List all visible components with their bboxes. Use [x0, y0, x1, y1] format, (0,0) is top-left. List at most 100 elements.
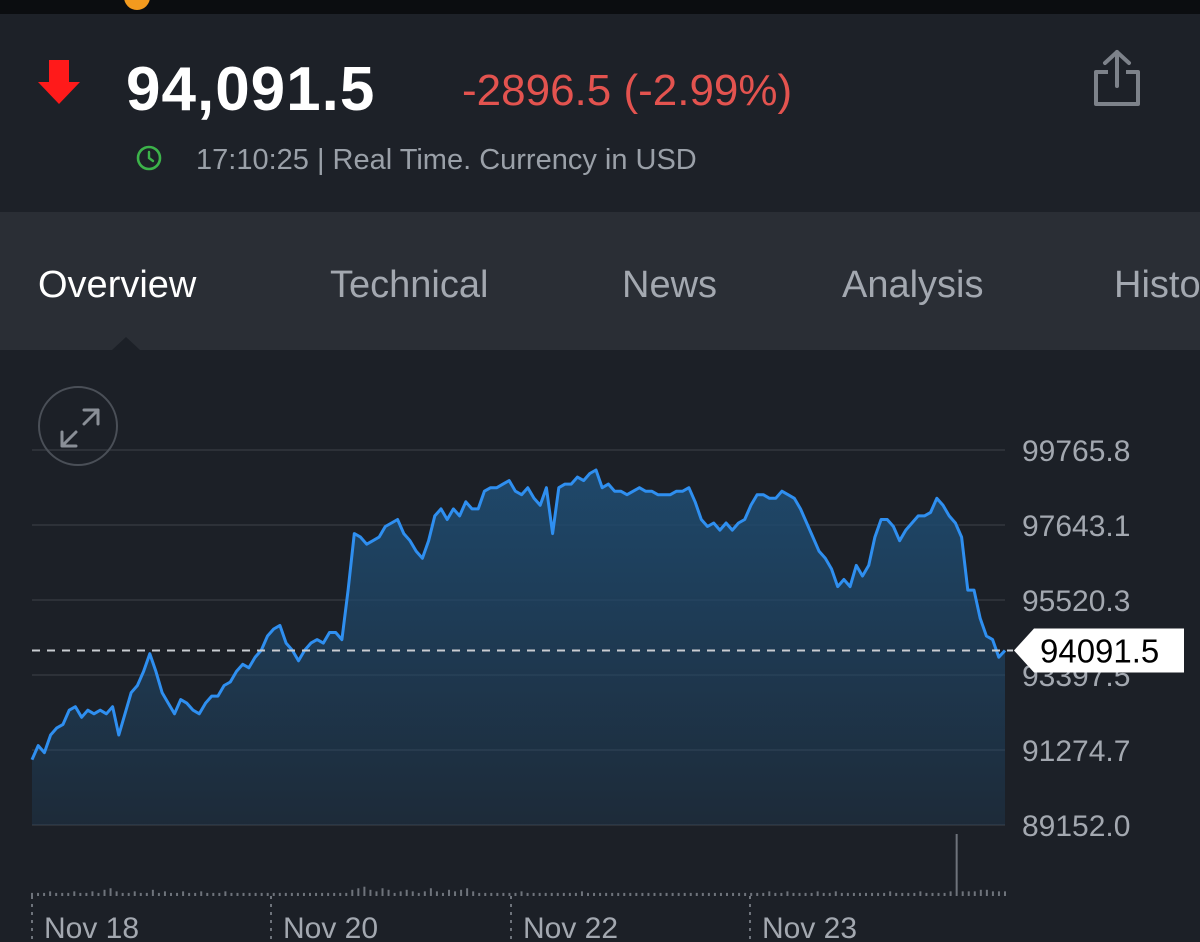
volume-bar: [919, 891, 922, 896]
volume-bar: [961, 891, 964, 896]
price-series-line: [30, 468, 1007, 761]
status-strip: [0, 0, 1200, 14]
volume-bar: [139, 892, 142, 896]
volume-bar: [466, 888, 469, 896]
volume-bar: [756, 892, 759, 896]
volume-bar: [315, 892, 318, 896]
volume-bar: [635, 892, 638, 896]
volume-bar: [266, 892, 269, 896]
volume-bar: [780, 892, 783, 896]
price-change: -2896.5 (-2.99%): [462, 66, 793, 115]
volume-bar: [726, 892, 728, 896]
volume-bar: [200, 891, 203, 896]
volume-bar: [514, 892, 517, 896]
y-tick-label: 97643.1: [1022, 510, 1130, 543]
volume-bar: [532, 892, 535, 896]
volume-bar: [973, 891, 976, 896]
volume-bar: [629, 892, 632, 896]
volume-bar: [194, 892, 197, 896]
expand-chart-button[interactable]: [38, 386, 118, 466]
volume-bar: [665, 892, 668, 896]
y-tick-label: 99765.8: [1022, 435, 1130, 468]
volume-bar: [176, 892, 179, 896]
volume-bar: [97, 892, 100, 896]
clock-icon: [136, 145, 162, 171]
volume-bar: [556, 892, 559, 896]
arrow-down-icon: [38, 60, 80, 104]
volume-bar: [979, 889, 982, 896]
volume-bar: [472, 891, 475, 896]
volume-bar: [738, 892, 741, 896]
volume-bar: [562, 892, 565, 896]
x-tick-label: Nov 22: [523, 912, 618, 942]
volume-bar: [587, 892, 589, 896]
volume-bar: [949, 891, 952, 896]
tab-news[interactable]: News: [622, 264, 718, 306]
volume-bar: [834, 891, 837, 896]
volume-bar: [520, 891, 523, 896]
volume-bar: [701, 892, 704, 896]
volume-bar: [127, 892, 130, 896]
x-tick-label: Nov 23: [762, 912, 857, 942]
volume-bar: [278, 892, 281, 896]
active-tab-pointer: [112, 337, 140, 350]
volume-bar: [937, 892, 940, 896]
price-chart[interactable]: 99765.897643.195520.393397.591274.789152…: [0, 350, 1200, 942]
volume-bar: [67, 892, 70, 896]
volume-bar: [798, 892, 801, 896]
volume-bar: [925, 892, 928, 896]
volume-bar: [617, 892, 620, 896]
tab-analysis[interactable]: Analysis: [842, 264, 984, 306]
volume-bar: [230, 892, 233, 896]
volume-bar: [538, 892, 541, 896]
tab-technical[interactable]: Technical: [330, 264, 489, 306]
volume-bar: [85, 892, 88, 896]
volume-bar: [393, 892, 396, 896]
volume-bar: [49, 891, 52, 896]
x-tick-label: Nov 18: [44, 912, 139, 942]
volume-bar: [73, 891, 76, 896]
volume-bar: [689, 892, 692, 896]
volume-bar: [460, 889, 463, 896]
volume-bar: [623, 892, 626, 896]
volume-bar: [381, 888, 384, 896]
volume-bar: [931, 892, 934, 896]
current-price-tag: [1014, 628, 1184, 673]
price-area-fill: [32, 470, 1005, 825]
volume-bar: [417, 892, 420, 896]
status-indicator-dot: [124, 0, 150, 10]
volume-bar: [448, 889, 450, 896]
volume-bar: [61, 892, 64, 896]
volume-bar: [732, 892, 735, 896]
volume-bar: [206, 892, 209, 896]
volume-bar: [254, 892, 257, 896]
volume-bar: [31, 892, 33, 896]
volume-bar: [683, 892, 686, 896]
volume-bar: [345, 892, 348, 896]
share-icon[interactable]: [1090, 48, 1144, 108]
volume-bar: [43, 892, 46, 896]
time-info: 17:10:25 | Real Time. Currency in USD: [196, 144, 697, 176]
volume-bar: [671, 892, 674, 896]
volume-bar: [363, 886, 366, 896]
volume-bar: [786, 891, 789, 896]
volume-bar: [333, 892, 336, 896]
quote-header: [0, 14, 1200, 212]
volume-bar: [852, 892, 855, 896]
volume-bar: [224, 891, 227, 896]
volume-bar: [236, 892, 239, 896]
y-tick-label: 89152.0: [1022, 810, 1130, 843]
volume-bar: [713, 892, 716, 896]
volume-bar: [454, 891, 457, 896]
tab-overview[interactable]: Overview: [38, 264, 197, 306]
volume-bar: [883, 892, 886, 896]
tab-historical-data[interactable]: Historical Data: [1114, 264, 1200, 306]
volume-bar: [840, 892, 843, 896]
volume-bar: [423, 891, 426, 896]
volume-bar: [550, 892, 553, 896]
volume-bar: [943, 892, 946, 896]
volume-bar: [792, 892, 795, 896]
volume-bar: [309, 892, 311, 896]
volume-bar: [296, 892, 299, 896]
volume-bar: [260, 892, 263, 896]
